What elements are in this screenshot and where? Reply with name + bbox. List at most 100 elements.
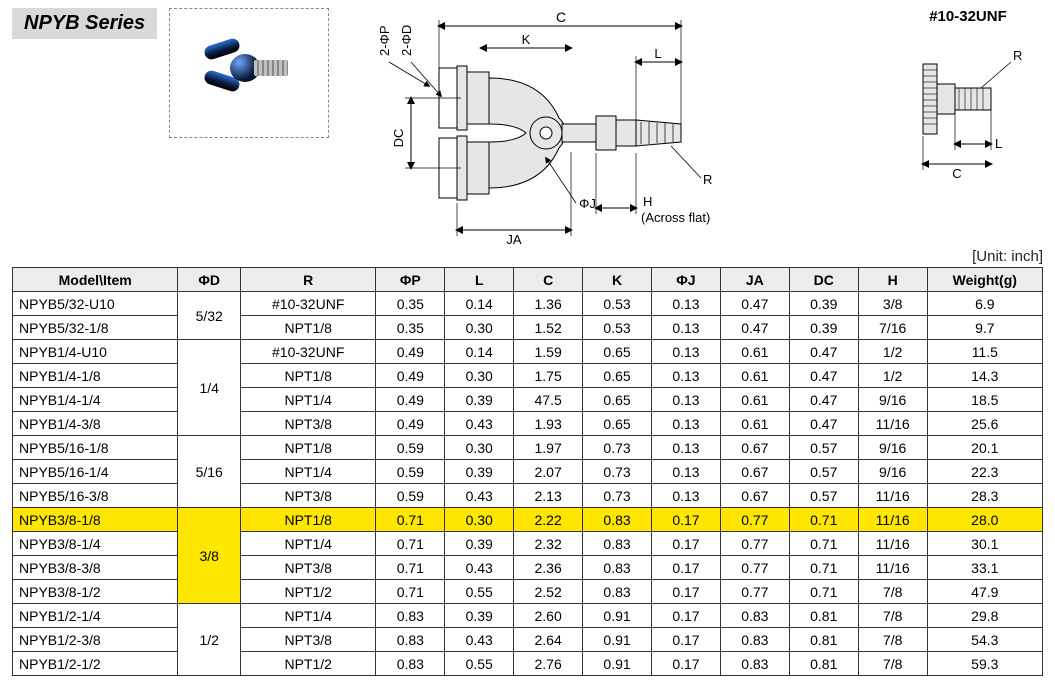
product-photo-rendering	[204, 38, 294, 108]
cell-dc: 0.47	[789, 388, 858, 412]
cell-ja: 0.61	[720, 340, 789, 364]
cell-k: 0.73	[583, 460, 652, 484]
cell-h: 11/16	[858, 556, 927, 580]
column-header: ΦP	[376, 268, 445, 292]
cell-k: 0.53	[583, 292, 652, 316]
cell-c: 2.13	[514, 484, 583, 508]
cell-phi_j: 0.17	[651, 652, 720, 676]
cell-w: 28.0	[927, 508, 1042, 532]
cell-c: 47.5	[514, 388, 583, 412]
cell-model: NPYB1/2-1/4	[13, 604, 178, 628]
series-badge: NPYB Series	[12, 8, 157, 39]
cell-phi_p: 0.49	[376, 340, 445, 364]
cell-model: NPYB1/4-1/8	[13, 364, 178, 388]
cell-l: 0.39	[445, 532, 514, 556]
cell-l: 0.55	[445, 580, 514, 604]
cell-h: 11/16	[858, 532, 927, 556]
cell-w: 22.3	[927, 460, 1042, 484]
cell-model: NPYB5/16-1/8	[13, 436, 178, 460]
cell-phi_p: 0.71	[376, 508, 445, 532]
svg-text:ΦJ: ΦJ	[579, 196, 596, 211]
cell-l: 0.43	[445, 628, 514, 652]
cell-phi_j: 0.13	[651, 340, 720, 364]
diagram-alt-wrapper: #10-32UNF	[893, 8, 1043, 214]
cell-phi_j: 0.17	[651, 556, 720, 580]
svg-text:R: R	[703, 172, 712, 187]
cell-ja: 0.77	[720, 532, 789, 556]
cell-ja: 0.77	[720, 580, 789, 604]
diagram-area: C K L	[341, 8, 1043, 248]
cell-phi_p: 0.71	[376, 580, 445, 604]
cell-dc: 0.39	[789, 292, 858, 316]
table-row: NPYB1/4-U101/4#10-32UNF0.490.141.590.650…	[13, 340, 1043, 364]
cell-r: #10-32UNF	[241, 340, 376, 364]
cell-w: 14.3	[927, 364, 1042, 388]
cell-c: 1.97	[514, 436, 583, 460]
diagram-main: C K L	[341, 8, 771, 248]
column-header: C	[514, 268, 583, 292]
cell-ja: 0.83	[720, 652, 789, 676]
column-header: DC	[789, 268, 858, 292]
svg-text:2-ΦP: 2-ΦP	[377, 25, 392, 56]
cell-h: 11/16	[858, 484, 927, 508]
cell-l: 0.30	[445, 316, 514, 340]
cell-k: 0.65	[583, 340, 652, 364]
cell-c: 1.93	[514, 412, 583, 436]
cell-r: NPT1/8	[241, 316, 376, 340]
cell-model: NPYB5/32-U10	[13, 292, 178, 316]
cell-c: 2.22	[514, 508, 583, 532]
cell-model: NPYB3/8-1/4	[13, 532, 178, 556]
cell-l: 0.39	[445, 604, 514, 628]
cell-dc: 0.71	[789, 556, 858, 580]
cell-w: 59.3	[927, 652, 1042, 676]
table-row: NPYB1/2-1/41/2NPT1/40.830.392.600.910.17…	[13, 604, 1043, 628]
cell-h: 1/2	[858, 364, 927, 388]
cell-h: 7/8	[858, 628, 927, 652]
table-row: NPYB5/16-1/85/16NPT1/80.590.301.970.730.…	[13, 436, 1043, 460]
table-row: NPYB1/2-3/8NPT3/80.830.432.640.910.170.8…	[13, 628, 1043, 652]
svg-text:L: L	[655, 46, 662, 61]
cell-phi_p: 0.35	[376, 292, 445, 316]
cell-ja: 0.47	[720, 292, 789, 316]
cell-l: 0.30	[445, 508, 514, 532]
cell-l: 0.39	[445, 460, 514, 484]
svg-text:K: K	[522, 32, 531, 47]
table-row: NPYB3/8-1/2NPT1/20.710.552.520.830.170.7…	[13, 580, 1043, 604]
cell-phi_p: 0.83	[376, 652, 445, 676]
cell-h: 9/16	[858, 460, 927, 484]
cell-phi_j: 0.17	[651, 508, 720, 532]
cell-model: NPYB1/4-3/8	[13, 412, 178, 436]
column-header: R	[241, 268, 376, 292]
cell-r: NPT1/4	[241, 532, 376, 556]
cell-l: 0.30	[445, 364, 514, 388]
cell-r: NPT1/2	[241, 580, 376, 604]
cell-l: 0.43	[445, 556, 514, 580]
cell-k: 0.83	[583, 556, 652, 580]
cell-dc: 0.71	[789, 508, 858, 532]
cell-model: NPYB3/8-3/8	[13, 556, 178, 580]
table-row: NPYB1/2-1/2NPT1/20.830.552.760.910.170.8…	[13, 652, 1043, 676]
cell-phi-d: 5/32	[178, 292, 241, 340]
diagram-alt: R L C	[893, 29, 1043, 209]
cell-h: 11/16	[858, 412, 927, 436]
cell-k: 0.53	[583, 316, 652, 340]
cell-phi-d: 5/16	[178, 436, 241, 508]
cell-w: 6.9	[927, 292, 1042, 316]
product-photo	[169, 8, 329, 138]
cell-phi_p: 0.49	[376, 388, 445, 412]
table-row: NPYB5/16-1/4NPT1/40.590.392.070.730.130.…	[13, 460, 1043, 484]
cell-dc: 0.57	[789, 436, 858, 460]
cell-ja: 0.61	[720, 412, 789, 436]
cell-r: NPT1/8	[241, 436, 376, 460]
table-row: NPYB1/4-3/8NPT3/80.490.431.930.650.130.6…	[13, 412, 1043, 436]
cell-w: 47.9	[927, 580, 1042, 604]
cell-dc: 0.39	[789, 316, 858, 340]
svg-text:L: L	[995, 136, 1002, 151]
cell-k: 0.91	[583, 628, 652, 652]
cell-r: NPT1/8	[241, 508, 376, 532]
cell-h: 7/8	[858, 604, 927, 628]
cell-phi_j: 0.13	[651, 460, 720, 484]
table-header-row: Model\ItemΦDRΦPLCKΦJJADCHWeight(g)	[13, 268, 1043, 292]
cell-phi-d: 3/8	[178, 508, 241, 604]
cell-ja: 0.83	[720, 604, 789, 628]
